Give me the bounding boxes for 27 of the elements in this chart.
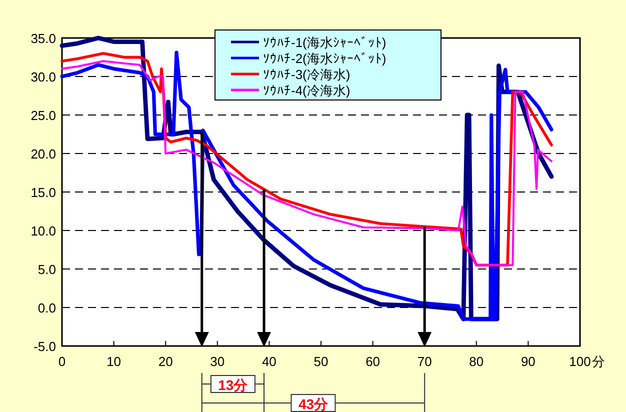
legend-label: ｿｳﾊﾁ-1(海水ｼｬｰﾍﾞｯﾄ) bbox=[263, 35, 386, 50]
legend-label: ｿｳﾊﾁ-2(海水ｼｬｰﾍﾞｯﾄ) bbox=[263, 51, 386, 66]
y-tick-label: -5.0 bbox=[34, 339, 56, 354]
x-tick-label: 20 bbox=[158, 354, 173, 369]
x-tick-label: 10 bbox=[106, 354, 122, 369]
x-tick-label: 50 bbox=[314, 354, 328, 369]
y-tick-label: 10.0 bbox=[30, 224, 56, 238]
y-tick-label: 15.0 bbox=[30, 185, 56, 200]
legend-label: ｿｳﾊﾁ-3(冷海水) bbox=[263, 67, 350, 82]
y-tick-label: 30.0 bbox=[30, 70, 56, 84]
y-tick-label: 0.0 bbox=[38, 300, 56, 316]
y-tick-label: 5.0 bbox=[38, 262, 56, 277]
x-tick-label: 80 bbox=[469, 354, 484, 369]
x-axis-title: 分 bbox=[592, 354, 605, 369]
x-tick-label: 40 bbox=[262, 354, 276, 369]
y-tick-label: 25.0 bbox=[30, 108, 56, 123]
x-tick-label: 30 bbox=[210, 354, 225, 369]
x-tick-label: 70 bbox=[417, 354, 432, 369]
x-tick-label: 0 bbox=[58, 354, 66, 369]
y-tick-label: 35.0 bbox=[30, 31, 56, 46]
legend-label: ｿｳﾊﾁ-4(冷海水) bbox=[263, 83, 350, 98]
x-tick-label: 60 bbox=[366, 354, 380, 369]
x-tick-label: 100 bbox=[569, 354, 591, 369]
text: 43分 bbox=[298, 396, 330, 412]
y-tick-label: 20.0 bbox=[30, 146, 56, 162]
x-tick-label: 90 bbox=[520, 354, 536, 369]
text: 13分 bbox=[218, 377, 249, 393]
